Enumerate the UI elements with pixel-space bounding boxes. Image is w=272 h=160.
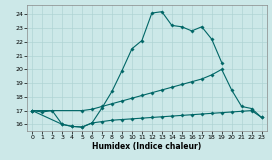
X-axis label: Humidex (Indice chaleur): Humidex (Indice chaleur) xyxy=(92,142,202,151)
